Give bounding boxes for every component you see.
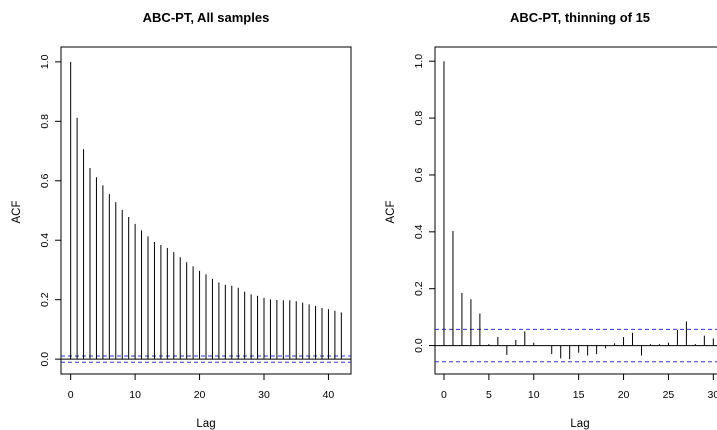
x-tick-label: 5 (486, 389, 492, 401)
x-tick-label: 40 (323, 389, 335, 401)
x-tick-label: 30 (707, 389, 717, 401)
acf-panel-thinning-15: ABC-PT, thinning of 15 Lag ACF 0.0 0.2 0.4… (385, 10, 717, 430)
y-tick-label: 0.0 (413, 338, 425, 353)
y-tick-label: 1.0 (413, 54, 425, 69)
y-tick-label: 0.6 (413, 168, 425, 183)
y-tick-label: 0.8 (39, 114, 51, 129)
acf-panel-all-samples: ABC-PT, All samples Lag ACF 0.0 0.2 0.4 0.6… (11, 10, 352, 430)
y-tick-label: 0.6 (39, 173, 51, 188)
y-tick-label: 0.8 (413, 111, 425, 126)
plot-frame (60, 46, 352, 375)
y-tick-label: 0.2 (39, 292, 51, 307)
y-axis-label: ACF (385, 201, 397, 224)
x-tick-label: 20 (618, 389, 630, 401)
y-tick-label: 0.4 (39, 233, 51, 248)
plot-frame (434, 46, 717, 375)
x-tick-label: 0 (441, 389, 447, 401)
y-tick-label: 1.0 (39, 54, 51, 69)
y-tick-label: 0.2 (413, 281, 425, 296)
x-tick-label: 25 (663, 389, 675, 401)
chart-title: ABC-PT, All samples (143, 10, 270, 25)
x-tick-label: 15 (573, 389, 585, 401)
chart-title: ABC-PT, thinning of 15 (510, 10, 650, 25)
x-tick-label: 20 (194, 389, 206, 401)
y-tick-label: 0.0 (39, 352, 51, 367)
x-tick-label: 10 (528, 389, 540, 401)
x-axis-label: Lag (570, 418, 589, 430)
x-tick-label: 30 (258, 389, 270, 401)
y-tick-label: 0.4 (413, 224, 425, 239)
x-axis-label: Lag (196, 418, 215, 430)
y-axis-label: ACF (11, 201, 23, 224)
x-tick-label: 10 (129, 389, 141, 401)
x-tick-label: 0 (68, 389, 74, 401)
